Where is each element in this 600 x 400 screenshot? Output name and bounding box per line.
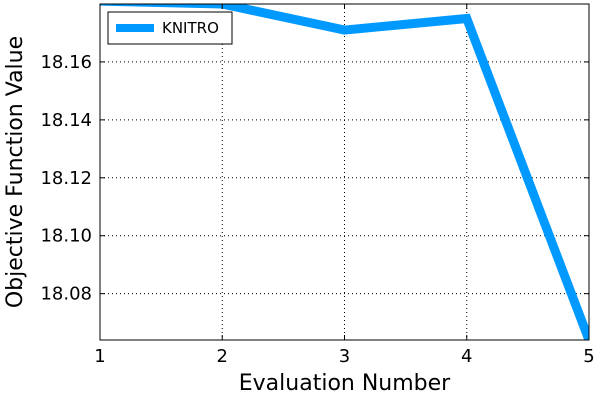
x-tick-label: 5 xyxy=(583,346,594,367)
grid xyxy=(100,4,589,340)
legend: KNITRO xyxy=(107,11,233,45)
legend-label-knitro: KNITRO xyxy=(162,19,219,37)
y-tick-label: 18.12 xyxy=(40,168,92,189)
x-tick-label: 3 xyxy=(339,346,350,367)
ticks: 1 2 3 4 5 18.08 18.10 18.12 18.14 18.16 xyxy=(40,4,595,367)
x-axis-title: Evaluation Number xyxy=(239,371,451,396)
x-tick-label: 2 xyxy=(217,346,228,367)
y-tick-label: 18.10 xyxy=(40,226,92,247)
y-axis-title: Objective Function Value xyxy=(3,36,28,308)
y-tick-label: 18.08 xyxy=(40,284,92,305)
y-tick-label: 18.14 xyxy=(40,110,92,131)
x-tick-label: 4 xyxy=(461,346,472,367)
x-tick-label: 1 xyxy=(94,346,105,367)
y-tick-label: 18.16 xyxy=(40,52,92,73)
